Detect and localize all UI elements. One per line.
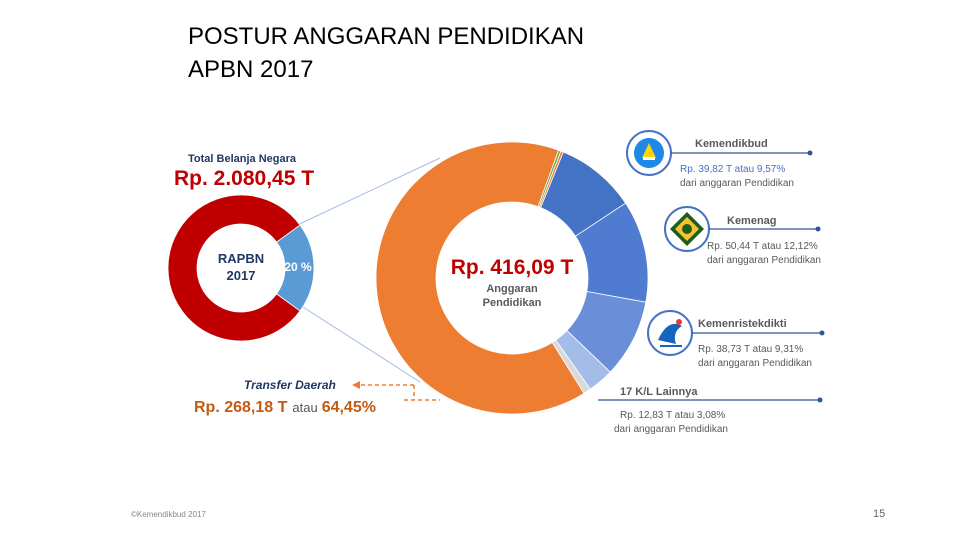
kemenag-logo-icon	[670, 212, 704, 246]
kemenag-desc: dari anggaran Pendidikan	[707, 255, 821, 266]
small-donut-center-line-1: RAPBN	[218, 251, 264, 266]
kemenag-leader-dot	[815, 226, 821, 232]
kemendikbud-name: Kemendikbud	[695, 138, 768, 150]
big-donut-center-line-2: Pendidikan	[483, 297, 542, 309]
title-line-1: POSTUR ANGGARAN PENDIDIKAN	[188, 23, 585, 50]
lainnya-name: 17 K/L Lainnya	[620, 386, 698, 398]
kemenristekdikti-value: Rp. 38,73 T atau 9,31%	[698, 344, 803, 355]
kemenristekdikti-leader-dot	[819, 330, 825, 336]
page-number: 15	[873, 508, 886, 520]
transfer-arrowhead	[352, 381, 360, 389]
transfer-value: Rp. 268,18 T	[194, 399, 288, 416]
kemendikbud-leader-dot	[807, 150, 813, 156]
small-donut-chart	[167, 194, 315, 342]
copyright-footer: ©Kemendikbud 2017	[131, 510, 206, 519]
lainnya-leader-dot	[817, 397, 823, 403]
tut-wuri-handayani-logo-icon	[634, 138, 664, 168]
kemenristekdikti-desc: dari anggaran Pendidikan	[698, 358, 812, 369]
transfer-dashed-arrow	[414, 384, 420, 400]
small-donut-slice-label: 20 %	[284, 260, 312, 274]
kemenristekdikti-logo-icon	[658, 319, 682, 347]
big-donut-center-line-1: Anggaran	[486, 283, 538, 295]
transfer-name: Transfer Daerah	[244, 378, 336, 392]
transfer-pct: 64,45%	[322, 399, 376, 416]
small-donut-slice-0	[167, 194, 301, 342]
big-donut-slice-7	[551, 339, 591, 394]
small-donut-title-value: Rp. 2.080,45 T	[174, 167, 314, 190]
kemendikbud-value: Rp. 39,82 T atau 9,57%	[680, 164, 785, 175]
connector-line-top	[273, 157, 441, 237]
big-donut-center-value: Rp. 416,09 T	[451, 256, 574, 279]
kemenag-name: Kemenag	[727, 215, 777, 227]
transfer-value-line: Rp. 268,18 T atau 64,45%	[194, 399, 376, 416]
kemendikbud-desc: dari anggaran Pendidikan	[680, 178, 794, 189]
small-donut-title: Total Belanja Negara	[188, 153, 297, 165]
kemenristekdikti-name: Kemenristekdikti	[698, 318, 787, 330]
big-donut-slice-0	[375, 141, 585, 415]
transfer-atau: atau	[292, 400, 317, 415]
small-donut-slice-1	[276, 224, 315, 312]
lainnya-desc: dari anggaran Pendidikan	[614, 424, 728, 435]
big-donut-chart	[375, 141, 649, 415]
lainnya-value: Rp. 12,83 T atau 3,08%	[620, 410, 725, 421]
small-donut-center-line-2: 2017	[227, 268, 256, 283]
page-title: POSTUR ANGGARAN PENDIDIKAN APBN 2017	[188, 20, 584, 86]
kemenag-value: Rp. 50,44 T atau 12,12%	[707, 241, 818, 252]
title-line-2: APBN 2017	[188, 56, 314, 83]
connector-line-bottom	[291, 299, 421, 383]
